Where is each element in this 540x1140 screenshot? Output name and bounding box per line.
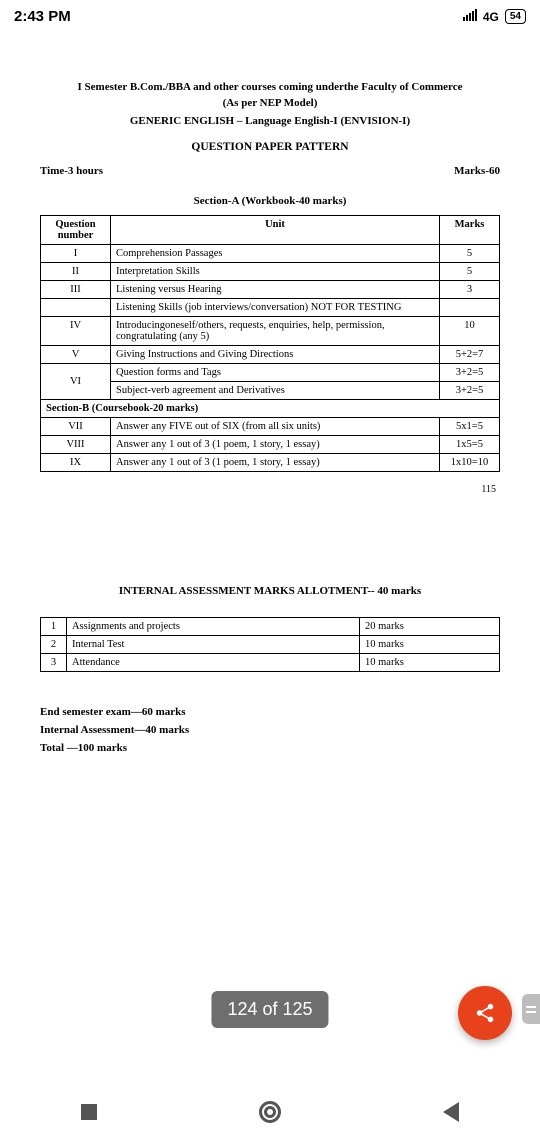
table-row: Listening Skills (job interviews/convers… [41, 299, 500, 317]
side-handle[interactable] [522, 994, 540, 1024]
table-row: IComprehension Passages5 [41, 245, 500, 263]
table-header-row: Question number Unit Marks [41, 216, 500, 245]
summary-block: End semester exam—60 marks Internal Asse… [40, 706, 500, 754]
table-row: 2Internal Test10 marks [41, 636, 500, 654]
navigation-bar [0, 1084, 540, 1140]
battery-icon: 54 [505, 9, 526, 24]
summary-line-1: End semester exam—60 marks [40, 706, 500, 718]
doc-header-1: I Semester B.Com./BBA and other courses … [40, 81, 500, 93]
signal-icon [463, 9, 477, 24]
th-marks: Marks [440, 216, 500, 245]
back-button[interactable] [443, 1102, 459, 1122]
pattern-title: QUESTION PAPER PATTERN [40, 141, 500, 153]
table-row: 3Attendance10 marks [41, 654, 500, 672]
internal-title: INTERNAL ASSESSMENT MARKS ALLOTMENT-- 40… [40, 585, 500, 597]
th-question: Question number [41, 216, 111, 245]
row-vi-label: VI [41, 364, 111, 400]
share-icon [474, 1002, 496, 1024]
table-row: 1Assignments and projects20 marks [41, 618, 500, 636]
section-b-row: Section-B (Coursebook-20 marks) [41, 400, 500, 418]
section-a-title: Section-A (Workbook-40 marks) [40, 195, 500, 207]
table-row: IVIntroducingoneself/others, requests, e… [41, 317, 500, 346]
doc-header-3: GENERIC ENGLISH – Language English-I (EN… [40, 115, 500, 127]
table-row: IXAnswer any 1 out of 3 (1 poem, 1 story… [41, 454, 500, 472]
summary-line-2: Internal Assessment—40 marks [40, 724, 500, 736]
table-row: VIIAnswer any FIVE out of SIX (from all … [41, 418, 500, 436]
page-number: 115 [40, 484, 500, 495]
question-table: Question number Unit Marks IComprehensio… [40, 215, 500, 472]
th-unit: Unit [111, 216, 440, 245]
time-marks-row: Time-3 hours Marks-60 [40, 165, 500, 177]
recent-apps-button[interactable] [81, 1104, 97, 1120]
status-time: 2:43 PM [14, 8, 71, 25]
marks-label: Marks-60 [454, 165, 500, 177]
table-row: VI Question forms and Tags 3+2=5 [41, 364, 500, 382]
table-row: VGiving Instructions and Giving Directio… [41, 346, 500, 364]
table-row: IIIListening versus Hearing3 [41, 281, 500, 299]
home-button[interactable] [259, 1101, 281, 1123]
doc-header-2: (As per NEP Model) [40, 97, 500, 109]
share-button[interactable] [458, 986, 512, 1040]
table-row: VIIIAnswer any 1 out of 3 (1 poem, 1 sto… [41, 436, 500, 454]
document-page: I Semester B.Com./BBA and other courses … [0, 31, 540, 770]
summary-line-3: Total —100 marks [40, 742, 500, 754]
status-bar: 2:43 PM 4G 54 [0, 0, 540, 31]
internal-table: 1Assignments and projects20 marks 2Inter… [40, 617, 500, 672]
network-label: 4G [483, 10, 499, 24]
status-right: 4G 54 [463, 9, 526, 24]
page-indicator: 124 of 125 [211, 991, 328, 1028]
time-label: Time-3 hours [40, 165, 103, 177]
table-row: IIInterpretation Skills5 [41, 263, 500, 281]
